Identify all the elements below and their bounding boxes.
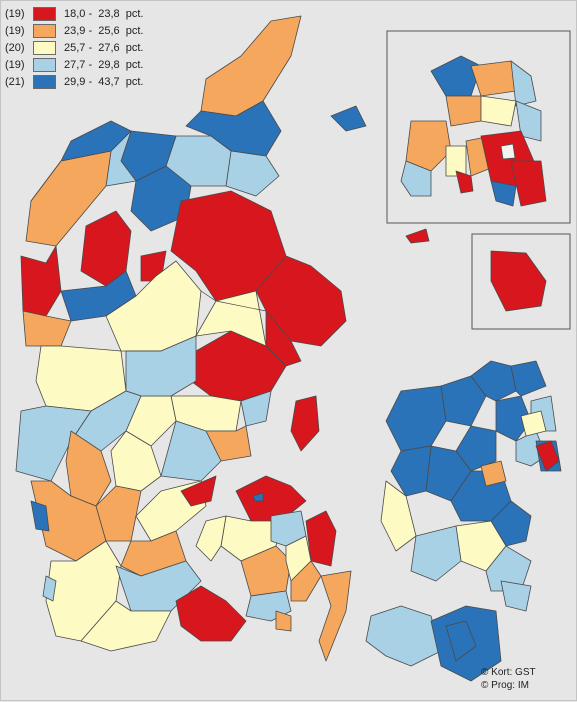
- region-red: [20, 245, 62, 317]
- region-orange: [405, 120, 452, 172]
- legend-swatch-red: [33, 6, 56, 21]
- legend-range: 18,0 - 23,8 pct.: [64, 7, 144, 20]
- inset-frames: [386, 30, 571, 330]
- region-red: [535, 440, 560, 472]
- map-credits: © Kort: GST © Prog: IM: [481, 666, 536, 692]
- region-lightblue: [500, 580, 532, 612]
- region-red: [180, 475, 217, 507]
- legend-item: (19) 27,7 - 29,8 pct.: [5, 56, 144, 73]
- legend-count: (19): [5, 58, 25, 71]
- municipality-border: [200, 290, 267, 312]
- region-lightblue: [410, 525, 462, 582]
- region-lightblue: [160, 420, 222, 482]
- region-red: [175, 585, 247, 642]
- region-yellow: [380, 480, 417, 552]
- map-legend: (19) 18,0 - 23,8 pct. (19) 23,9 - 25,6 p…: [5, 5, 144, 90]
- legend-range: 23,9 - 25,6 pct.: [64, 24, 144, 37]
- region-red: [510, 160, 547, 207]
- region-red: [455, 170, 474, 194]
- region-lightblue: [400, 160, 432, 197]
- legend-swatch-orange: [33, 23, 56, 38]
- legend-range: 25,7 - 27,6 pct.: [64, 41, 144, 54]
- region-blue: [385, 385, 447, 452]
- region-red: [255, 255, 347, 347]
- region-blue: [445, 620, 477, 662]
- region-orange: [22, 310, 72, 347]
- region-orange: [445, 95, 482, 127]
- region-orange: [200, 15, 302, 117]
- region-blue: [390, 445, 432, 497]
- region-orange: [240, 545, 292, 597]
- legend-range: 29,9 - 43,7 pct.: [64, 75, 144, 88]
- region-blue: [490, 180, 517, 207]
- region-blue: [252, 492, 264, 502]
- region-orange: [480, 460, 507, 487]
- region-lightblue: [510, 60, 537, 107]
- region-red: [305, 510, 337, 567]
- legend-swatch-blue: [33, 74, 56, 89]
- region-yellow: [80, 600, 172, 652]
- legend-item: (20) 25,7 - 27,6 pct.: [5, 39, 144, 56]
- region-blue: [30, 120, 132, 202]
- region-yellow: [195, 290, 267, 347]
- region-lightblue: [225, 150, 280, 197]
- legend-count: (20): [5, 41, 25, 54]
- region-blue: [430, 55, 482, 97]
- credit-map-source: © Kort: GST: [481, 667, 536, 678]
- region-lightblue: [365, 605, 442, 667]
- legend-swatch-yellow: [33, 40, 56, 55]
- legend-item: (21) 29,9 - 43,7 pct.: [5, 73, 144, 90]
- region-blue: [330, 105, 367, 132]
- region-red: [290, 395, 320, 452]
- region-blue: [440, 375, 487, 427]
- region-lightblue: [515, 100, 542, 142]
- region-orange: [470, 60, 517, 97]
- legend-swatch-lightblue: [33, 57, 56, 72]
- legend-range: 27,7 - 29,8 pct.: [64, 58, 144, 71]
- credit-program: © Prog: IM: [481, 680, 529, 691]
- region-lightblue: [240, 390, 272, 427]
- legend-item: (19) 18,0 - 23,8 pct.: [5, 5, 144, 22]
- region-blue: [30, 500, 50, 532]
- legend-count: (19): [5, 24, 25, 37]
- region-orange: [25, 150, 112, 247]
- region-red: [265, 310, 302, 367]
- region-lightblue: [42, 575, 57, 602]
- region-red: [405, 228, 430, 244]
- inset-frame-copenhagen: [386, 30, 571, 224]
- inset-centre-island: [500, 143, 516, 160]
- region-orange: [318, 570, 352, 662]
- region-yellow: [520, 410, 547, 437]
- region-yellow: [480, 95, 517, 127]
- region-orange: [275, 610, 292, 632]
- region-lightblue: [485, 545, 532, 592]
- municipality-borders: [126, 290, 267, 352]
- region-red: [490, 250, 547, 312]
- legend-count: (19): [5, 7, 25, 20]
- legend-item: (19) 23,9 - 25,6 pct.: [5, 22, 144, 39]
- municipality-regions: [15, 15, 562, 682]
- region-blue: [495, 395, 532, 442]
- region-blue: [510, 360, 547, 397]
- legend-count: (21): [5, 75, 25, 88]
- region-yellow: [195, 515, 227, 562]
- region-orange: [290, 560, 322, 602]
- inset-frame-bornholm: [471, 233, 571, 330]
